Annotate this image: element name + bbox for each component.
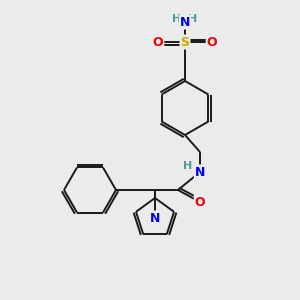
Text: H: H [188, 14, 198, 24]
Text: H: H [183, 161, 193, 171]
Text: O: O [153, 35, 163, 49]
Text: S: S [181, 35, 190, 49]
Text: N: N [180, 16, 190, 28]
Text: N: N [150, 212, 160, 224]
Text: O: O [207, 35, 217, 49]
Text: O: O [195, 196, 205, 208]
Text: H: H [172, 14, 182, 24]
Text: N: N [195, 166, 205, 178]
